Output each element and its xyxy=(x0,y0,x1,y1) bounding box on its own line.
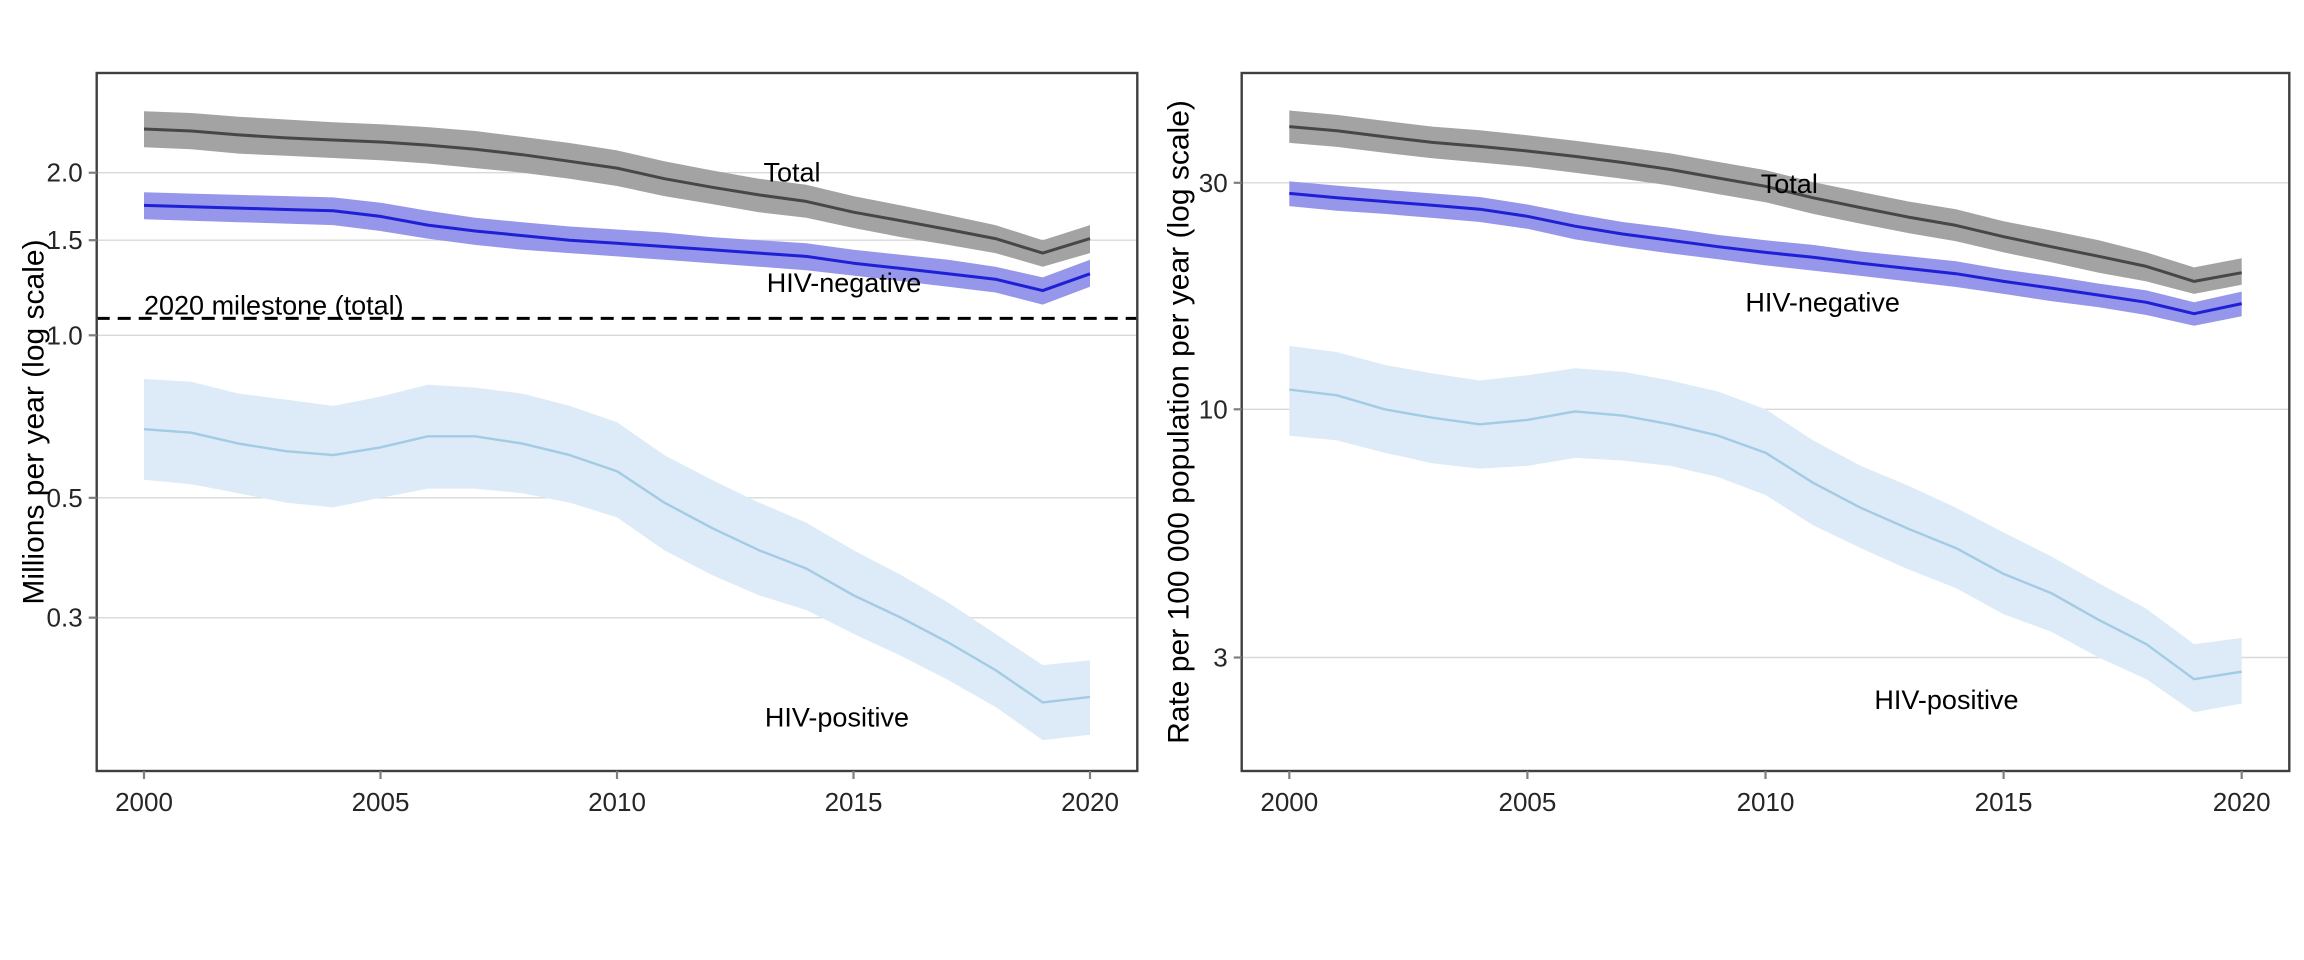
hiv-positive-confidence-band xyxy=(144,379,1090,741)
x-tick-label: 2000 xyxy=(1260,787,1318,817)
x-tick-label: 2015 xyxy=(1975,787,2033,817)
panel-tb-mortality-rate: 2000 2005 2010 2015 2020 30 10 3 Rate per 100 00… xyxy=(1163,71,2291,817)
hiv-positive-line xyxy=(143,428,1091,704)
total-annotation: Total xyxy=(763,158,820,188)
x-tick-label: 2005 xyxy=(352,787,410,817)
y-axis-title: Rate per 100 000 population per year (lo… xyxy=(1163,100,1196,744)
x-tick-label: 2020 xyxy=(1061,787,1119,817)
x-tick-label: 2020 xyxy=(2213,787,2271,817)
total-confidence-band xyxy=(144,111,1090,267)
x-tick-label: 2010 xyxy=(588,787,646,817)
panel-tb-deaths: 2000 2005 2010 2015 2020 2.0 1.5 1.0 0.5 0.3Milli… xyxy=(18,71,1139,817)
y-axis-title: Millions per year (log scale) xyxy=(18,239,51,604)
total-confidence-band xyxy=(1289,110,2242,294)
hiv-negative-confidence-band xyxy=(144,192,1090,305)
y-tick-label: 2.0 xyxy=(47,158,83,188)
hiv-positive-annotation: HIV-positive xyxy=(765,702,909,732)
x-tick-label: 2015 xyxy=(825,787,883,817)
y-tick-label: 1.0 xyxy=(47,320,83,350)
y-tick-label: 0.5 xyxy=(47,483,83,513)
total-annotation: Total xyxy=(1761,169,1818,199)
hiv-negative-annotation: HIV-negative xyxy=(767,268,922,298)
y-tick-label: 0.3 xyxy=(47,603,83,633)
y-tick-label: 1.5 xyxy=(47,225,83,255)
x-tick-label: 2005 xyxy=(1498,787,1556,817)
hiv-positive-line xyxy=(1289,388,2242,681)
hiv-negative-annotation: HIV-negative xyxy=(1745,287,1900,317)
hiv-positive-annotation: HIV-positive xyxy=(1874,685,2018,715)
hiv-positive-confidence-band xyxy=(1289,345,2242,713)
hiv-negative-line xyxy=(143,203,1091,293)
x-tick-label: 2010 xyxy=(1737,787,1795,817)
y-tick-label: 10 xyxy=(1199,394,1228,424)
y-tick-label: 3 xyxy=(1213,643,1227,673)
total-line xyxy=(143,127,1091,255)
x-tick-label: 2000 xyxy=(115,787,173,817)
y-tick-label: 30 xyxy=(1199,168,1228,198)
total-line xyxy=(1289,125,2242,283)
hiv-negative-line xyxy=(1289,191,2243,316)
reference-line-label: 2020 milestone (total) xyxy=(144,291,404,321)
